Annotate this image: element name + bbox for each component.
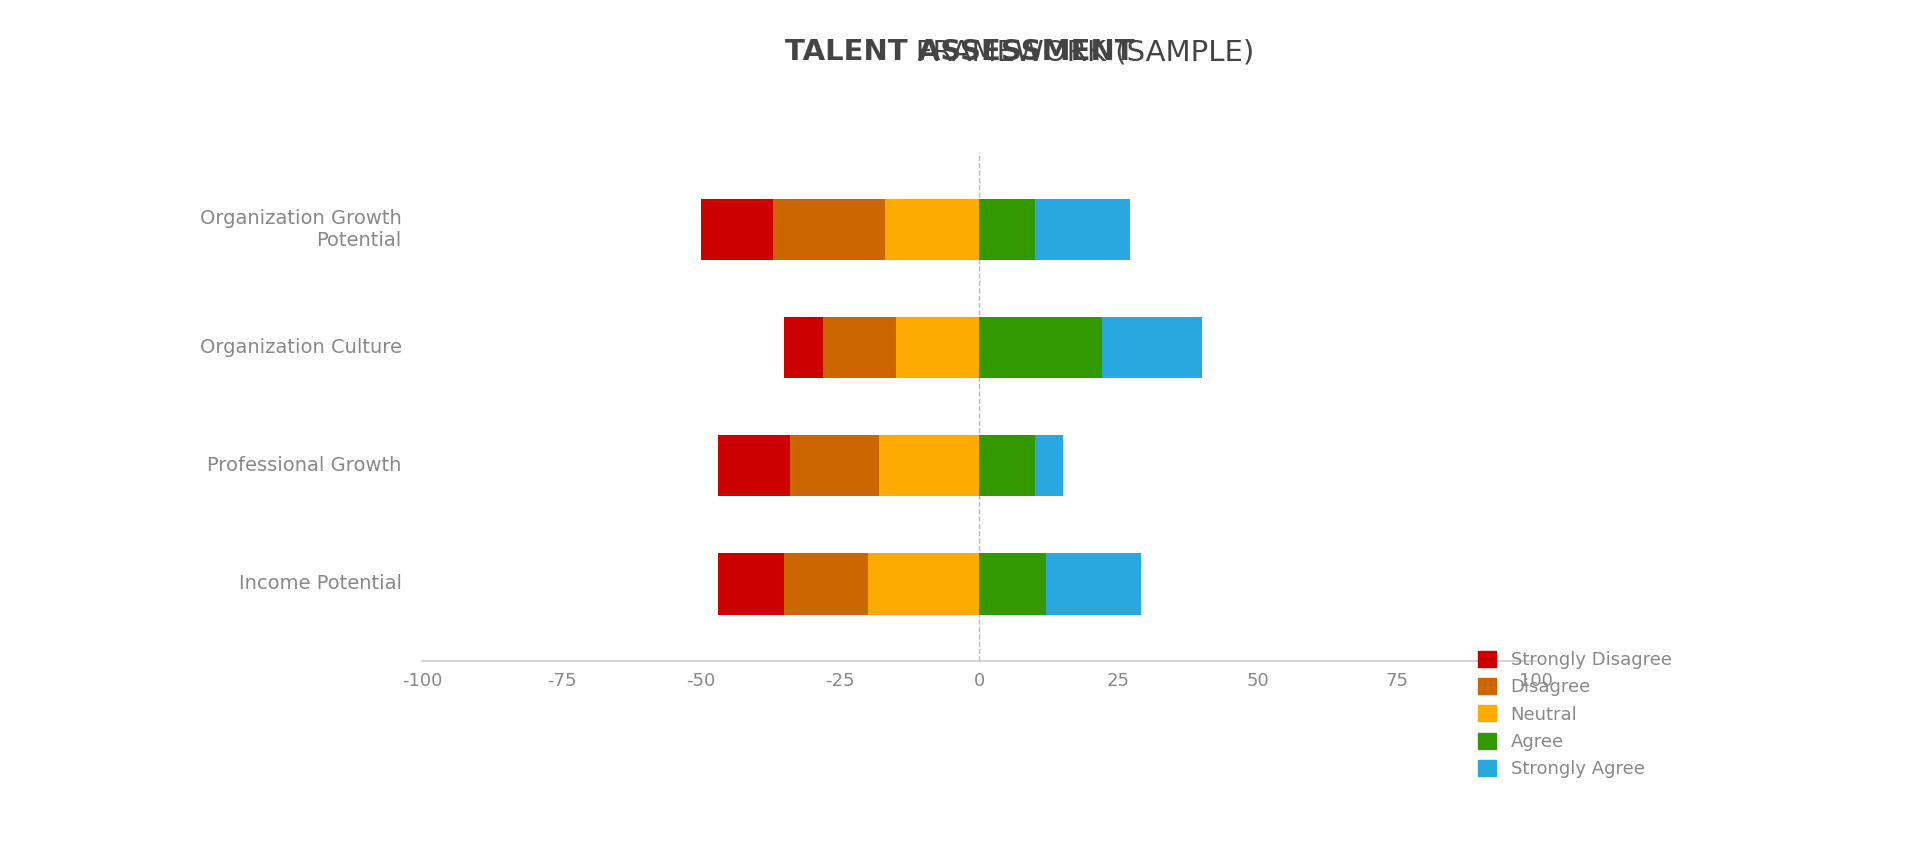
Bar [895,317,979,379]
Bar [783,317,824,379]
Bar [979,435,1035,496]
Text: TALENT ASSESSMENT: TALENT ASSESSMENT [785,38,1135,66]
Bar [1046,553,1140,615]
Bar [1035,435,1062,496]
Text: FRAMEWORK (SAMPLE): FRAMEWORK (SAMPLE) [666,38,1254,66]
Bar [718,435,789,496]
Bar [979,198,1035,260]
Bar [718,553,783,615]
Bar [701,198,774,260]
Bar [868,553,979,615]
Bar [879,435,979,496]
Legend: Strongly Disagree, Disagree, Neutral, Agree, Strongly Agree: Strongly Disagree, Disagree, Neutral, Ag… [1469,642,1680,787]
Bar [1035,198,1129,260]
Bar [783,553,868,615]
Bar [824,317,895,379]
Bar [774,198,885,260]
Bar [979,553,1046,615]
Bar [1102,317,1202,379]
Bar [885,198,979,260]
Bar [979,317,1102,379]
Bar [789,435,879,496]
